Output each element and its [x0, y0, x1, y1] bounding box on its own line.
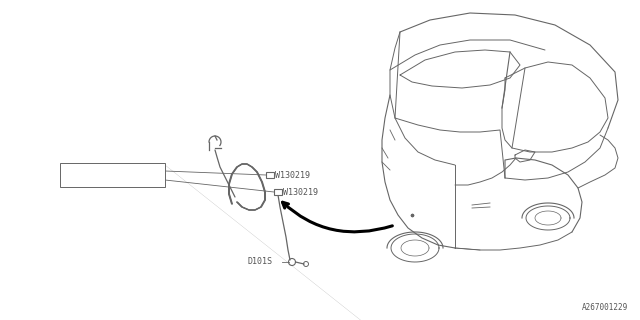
Text: W130219: W130219 — [275, 171, 310, 180]
FancyArrowPatch shape — [282, 202, 392, 232]
Bar — [266, 172, 274, 178]
Text: 27541  <RH>: 27541 <RH> — [63, 166, 118, 175]
Text: 27541A <LH>: 27541A <LH> — [63, 175, 118, 185]
Text: A267001229: A267001229 — [582, 303, 628, 312]
Text: D101S: D101S — [247, 258, 272, 267]
Text: W130219: W130219 — [283, 188, 318, 196]
Bar — [274, 189, 282, 195]
Bar — [60, 163, 165, 187]
